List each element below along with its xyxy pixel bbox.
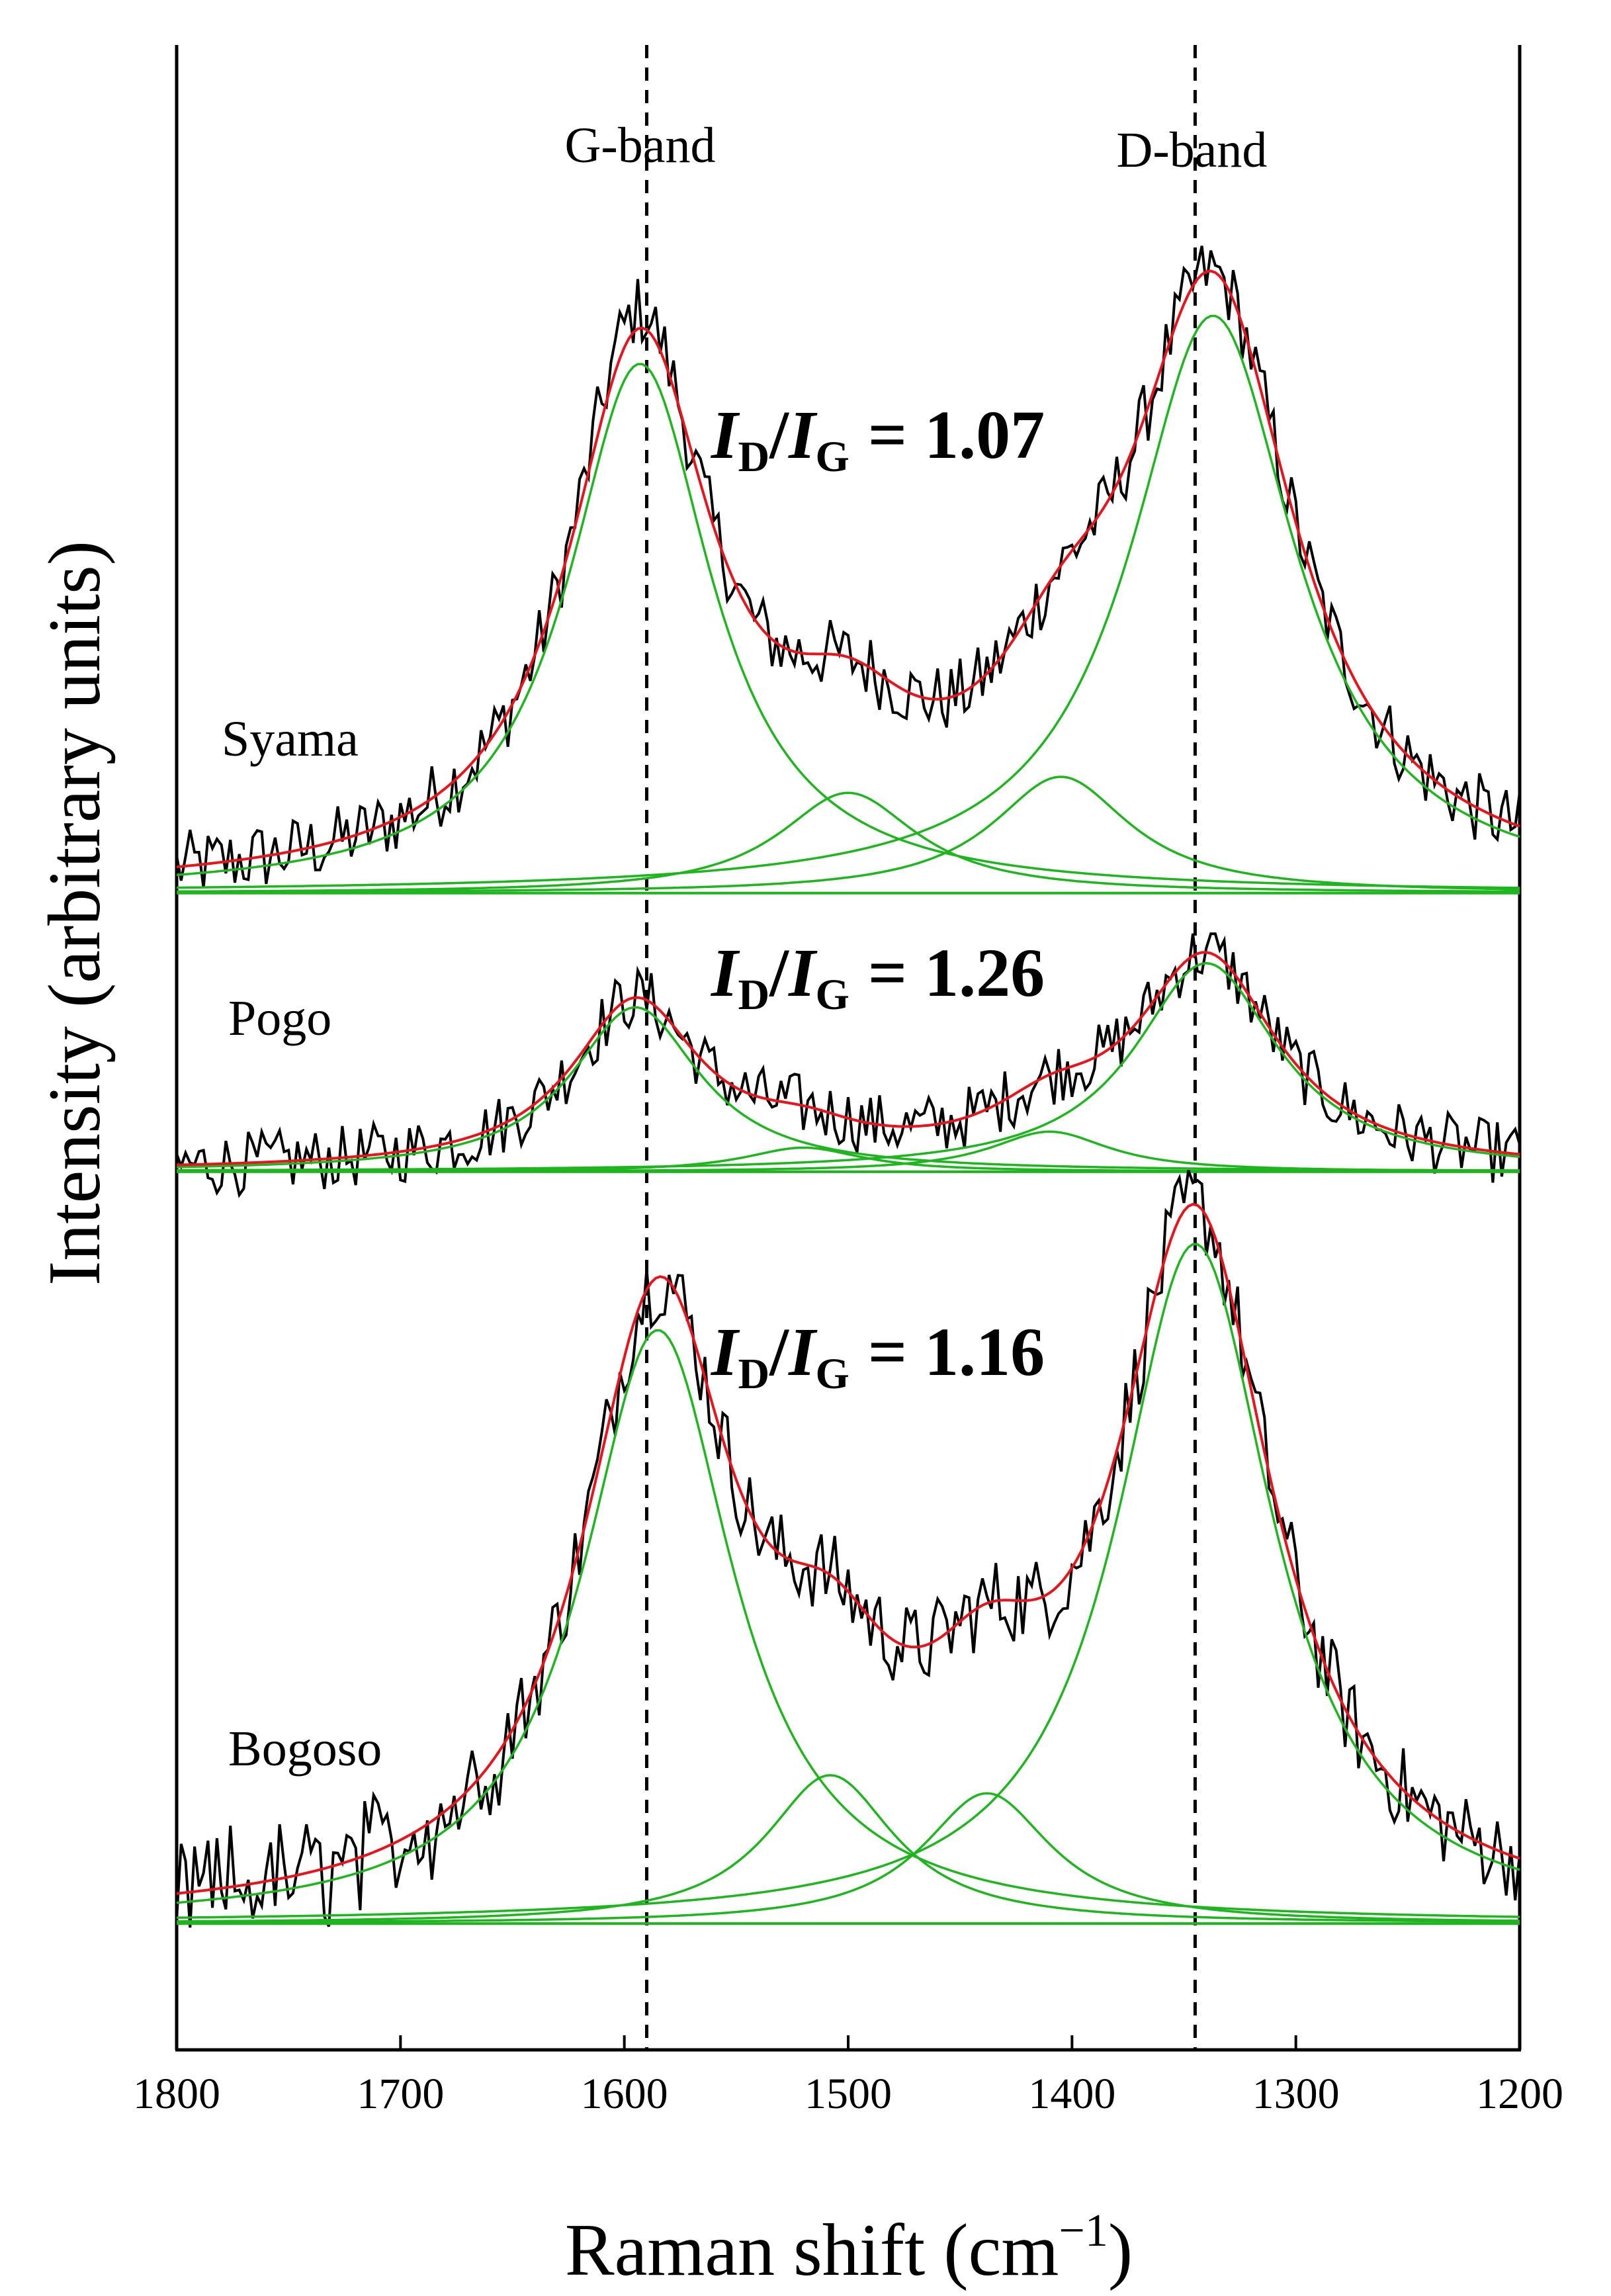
- component-d3: [176, 791, 1520, 893]
- component-g: [176, 1329, 1520, 1918]
- fit-curve: [176, 269, 1520, 869]
- measured-spectrum: [175, 245, 1521, 889]
- x-axis-ticks: 1800 1700 1600 1500 1400 1300 1200: [133, 2035, 1563, 2118]
- x-tick-label: 1700: [357, 2070, 444, 2118]
- component-d4: [177, 1792, 1520, 1924]
- x-axis-title: Raman shift (cm−1): [565, 2205, 1133, 2291]
- fit-curve: [176, 1202, 1520, 1895]
- sample-label-pogo: Pogo: [228, 991, 331, 1046]
- x-tick-label: 1300: [1252, 2070, 1340, 2118]
- component-d: [177, 961, 1520, 1172]
- sample-label-syama: Syama: [222, 711, 359, 767]
- panel-bogoso: [175, 1169, 1521, 1928]
- x-tick-label: 1500: [805, 2070, 892, 2118]
- measured-spectrum: [175, 932, 1521, 1198]
- y-axis-title: Intensity (arbitrary units): [34, 541, 116, 1286]
- component-d: [176, 1243, 1520, 1919]
- panel-syama: [175, 245, 1521, 895]
- x-tick-label: 1200: [1476, 2070, 1563, 2118]
- fit-curve: [176, 951, 1520, 1167]
- ratio-annotation-pogo: ID/IG = 1.26: [710, 935, 1045, 1019]
- panel-pogo: [175, 932, 1521, 1198]
- x-tick-label: 1400: [1028, 2070, 1115, 2118]
- component-d: [177, 314, 1520, 889]
- ratio-annotation-bogoso: ID/IG = 1.16: [710, 1314, 1045, 1398]
- reference-lines: [645, 45, 1197, 2050]
- sample-label-bogoso: Bogoso: [228, 1721, 382, 1777]
- g-band-label: G-band: [565, 118, 716, 173]
- component-d4: [177, 775, 1520, 893]
- spectra: [175, 245, 1521, 1928]
- x-tick-label: 1600: [581, 2070, 668, 2118]
- x-tick-label: 1800: [133, 2070, 220, 2118]
- d-band-label: D-band: [1116, 122, 1267, 178]
- measured-spectrum: [175, 1169, 1521, 1928]
- ratio-annotation-syama: ID/IG = 1.07: [710, 397, 1045, 481]
- component-g: [176, 363, 1520, 889]
- component-d3: [177, 1774, 1520, 1923]
